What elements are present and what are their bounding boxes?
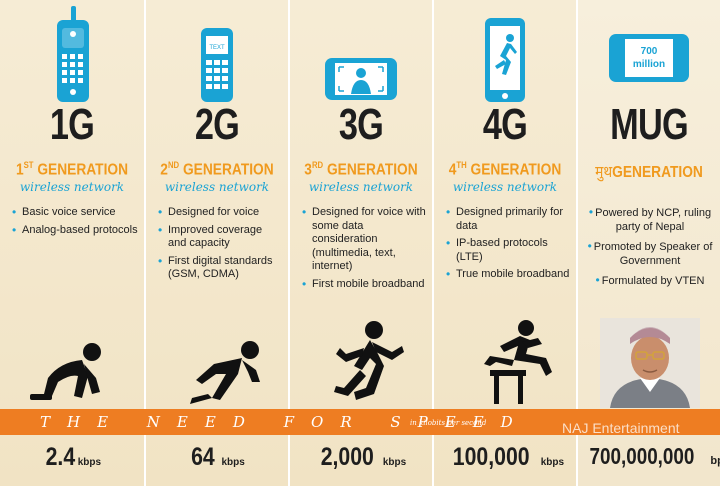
brick-phone-icon <box>0 4 144 104</box>
panel-1g: 1G 1ST GENERATION wireless network Basic… <box>0 0 146 486</box>
speed-value: 64 kbps <box>191 443 245 471</box>
crouching-runner-icon <box>0 318 144 408</box>
feature-item: IP-based protocols (LTE) <box>446 237 570 264</box>
generation-title: MUG <box>610 100 689 149</box>
generation-subtitle: wireless network <box>308 180 414 194</box>
feature-list: Designed primarily for data IP-based pro… <box>446 206 570 286</box>
generation-subtitle: wireless network <box>452 180 558 194</box>
hurdler-icon <box>434 318 576 408</box>
feature-list: Designed for voice Improved coverage and… <box>158 206 282 286</box>
generation-title: 1G <box>49 100 95 149</box>
feature-item: First digital standards (GSM, CDMA) <box>158 255 282 282</box>
running-person-icon <box>290 318 432 408</box>
feature-item: True mobile broadband <box>446 268 570 282</box>
smartphone-video-icon <box>290 4 432 104</box>
generation-heading: 1ST GENERATION <box>15 160 129 179</box>
svg-text:TEXT: TEXT <box>209 45 225 51</box>
need-for-speed-text: THE NEED FOR SPEED <box>40 413 530 431</box>
feature-item: Basic voice service <box>12 206 138 220</box>
feature-item: Improved coverage and capacity <box>158 224 282 251</box>
feature-item: Designed primarily for data <box>446 206 570 233</box>
feature-item: Designed for voice with some data consid… <box>302 206 426 274</box>
generation-title: 2G <box>194 100 240 149</box>
feature-item: Designed for voice <box>158 206 282 220</box>
generation-heading: मुथGENERATION <box>595 164 703 181</box>
generation-heading: 3RD GENERATION <box>304 160 418 179</box>
feature-list: Powered by NCP, ruling party of Nepal Pr… <box>584 206 716 295</box>
starting-runner-icon <box>146 318 288 408</box>
panel-3g: 3G 3RD GENERATION wireless network Desig… <box>290 0 434 486</box>
speed-unit-note: in kilobits per second <box>410 419 487 427</box>
generation-heading: 4TH GENERATION <box>448 160 562 179</box>
feature-list: Basic voice service Analog-based protoco… <box>12 206 138 241</box>
generation-subtitle: wireless network <box>19 180 125 194</box>
feature-item: Analog-based protocols <box>12 224 138 238</box>
feature-phone-icon: TEXT <box>146 4 288 104</box>
speed-value: 700,000,000 bps <box>589 443 720 469</box>
feature-item: Formulated by VTEN <box>584 274 716 289</box>
feature-item: Powered by NCP, ruling party of Nepal <box>584 206 716 234</box>
panel-4g: 4G 4TH GENERATION wireless network Desig… <box>434 0 578 486</box>
feature-item: First mobile broadband <box>302 278 426 292</box>
generation-heading: 2ND GENERATION <box>160 160 274 179</box>
feature-item: Promoted by Speaker of Government <box>584 240 716 268</box>
smartphone-runner-icon <box>434 4 576 104</box>
speed-value: 100,000 kbps <box>452 443 565 471</box>
generation-title: 3G <box>338 100 384 149</box>
speed-value: 2.4 kbps <box>45 443 102 471</box>
need-for-speed-band <box>0 409 720 435</box>
panel-2g: TEXT 2G 2ND GENERATION wireless network … <box>146 0 290 486</box>
watermark: NAJ Entertainment <box>562 420 680 436</box>
portrait-man-icon <box>600 318 700 408</box>
phone-700-million-icon: 700 million <box>578 4 720 104</box>
panel-mug: 700 million MUG मुथGENERATION Powered by… <box>578 0 720 486</box>
generation-subtitle: wireless network <box>164 180 270 194</box>
phone-screen-text: 700 million <box>625 39 673 77</box>
generation-title: 4G <box>482 100 528 149</box>
speed-value: 2,000 kbps <box>320 443 407 471</box>
feature-list: Designed for voice with some data consid… <box>302 206 426 295</box>
